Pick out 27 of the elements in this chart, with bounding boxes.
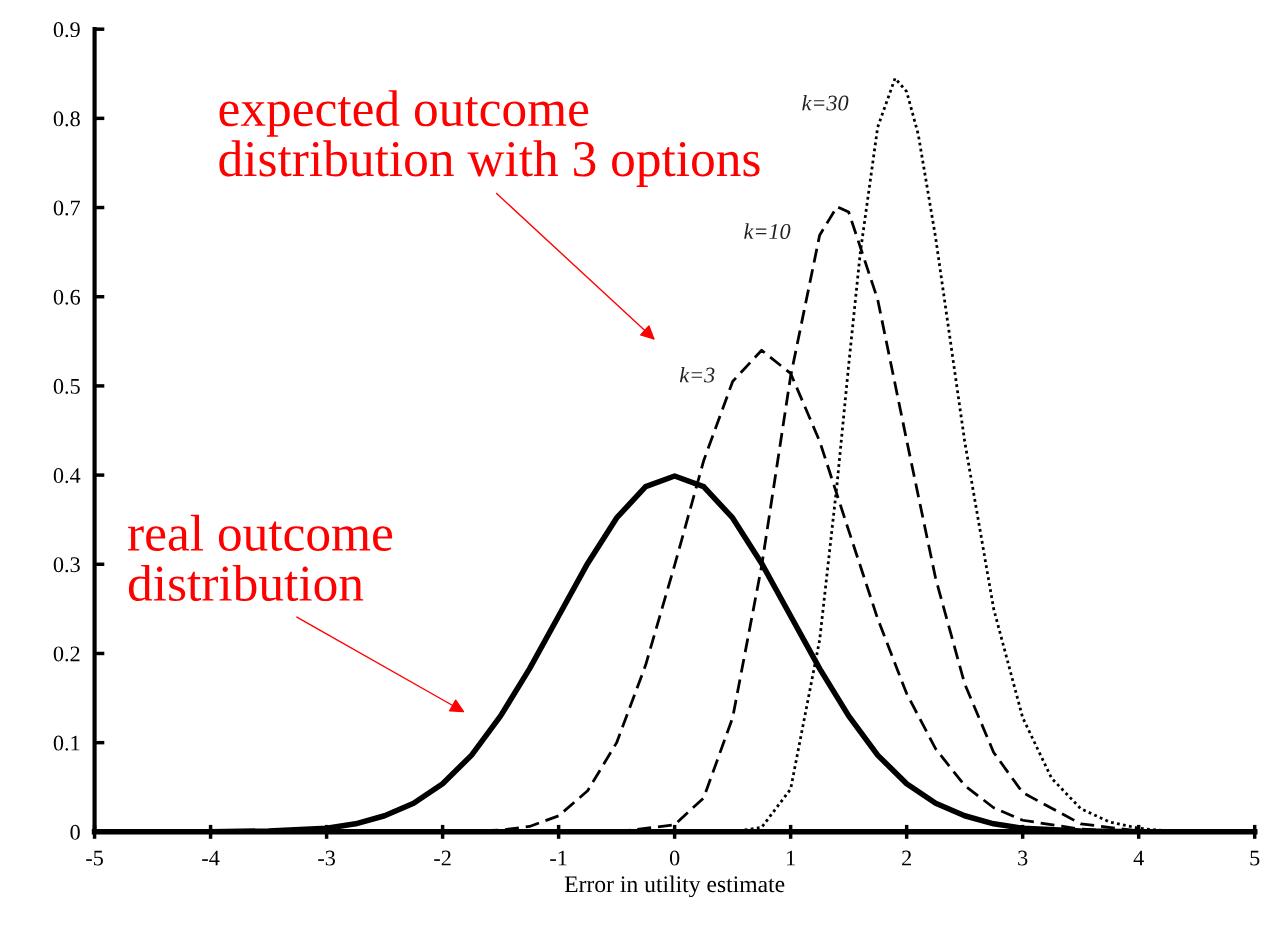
x-tick-label: -1	[550, 850, 567, 866]
y-tick-label: 0.8	[53, 111, 80, 127]
x-tick-label: 0	[669, 850, 680, 866]
x-tick-label: -2	[434, 850, 451, 866]
x-tick-label: -5	[86, 850, 103, 866]
y-tick-label: 0.7	[53, 200, 81, 216]
annotation: real outcome distribution	[128, 514, 393, 602]
x-tick-label: 1	[787, 850, 795, 866]
series-label: k=10	[744, 223, 791, 239]
y-tick-label: 0.5	[53, 378, 80, 394]
y-tick-label: 0.4	[53, 468, 81, 484]
series-label: k=30	[802, 94, 849, 111]
y-tick-label: 0.2	[53, 646, 80, 662]
y-tick-label: 0.1	[53, 735, 80, 751]
annotation: expected outcome distribution with 3 options	[219, 90, 760, 187]
y-tick-label: 0	[70, 824, 80, 840]
x-tick-label: 3	[1018, 850, 1028, 866]
y-tick-label: 0.3	[53, 557, 80, 573]
x-tick-label: -4	[202, 850, 220, 866]
y-tick-label: 0.9	[53, 22, 80, 38]
x-tick-label: -3	[318, 850, 335, 866]
series-label: k=3	[679, 366, 715, 383]
x-tick-label: 4	[1133, 850, 1144, 866]
x-axis-title: Error in utility estimate	[564, 875, 785, 898]
x-tick-label: 2	[902, 850, 911, 866]
y-tick-label: 0.6	[53, 289, 81, 305]
x-tick-label: 5	[1250, 850, 1260, 866]
